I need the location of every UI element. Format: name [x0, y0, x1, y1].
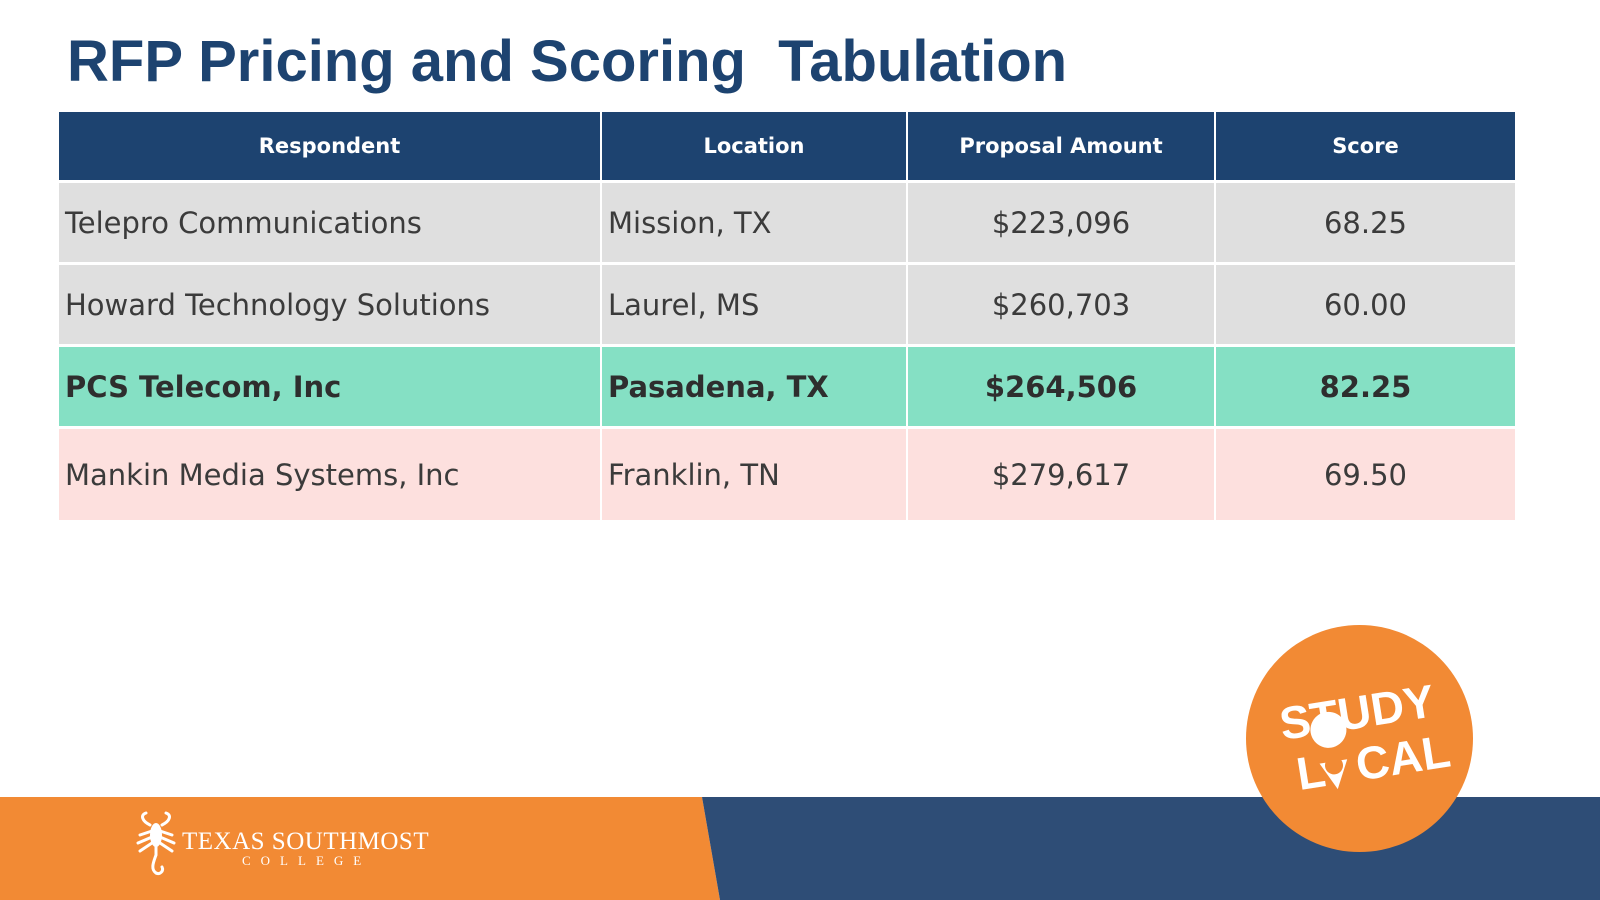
cell-respondent: Howard Technology Solutions — [59, 263, 602, 347]
page-title: RFP Pricing and Scoring Tabulation — [67, 29, 1068, 94]
table-row-highlighted: PCS Telecom, Inc Pasadena, TX $264,506 8… — [59, 345, 1515, 429]
cell-score: 82.25 — [1215, 345, 1515, 429]
cell-respondent: Telepro Communications — [59, 181, 602, 265]
table-header-row: Respondent Location Proposal Amount Scor… — [59, 112, 1515, 183]
cell-score: 68.25 — [1215, 181, 1515, 265]
header-location: Location — [601, 112, 908, 183]
footer-navy-band — [702, 797, 1600, 900]
cell-location: Laurel, MS — [601, 263, 908, 347]
location-pin-icon — [1310, 711, 1348, 790]
footer-orange-band — [0, 797, 720, 900]
cell-score: 60.00 — [1215, 263, 1515, 347]
table-row: Howard Technology Solutions Laurel, MS $… — [59, 263, 1515, 347]
cell-amount: $264,506 — [907, 345, 1216, 429]
rfp-table: Respondent Location Proposal Amount Scor… — [59, 112, 1515, 520]
header-score: Score — [1215, 112, 1515, 183]
college-logo: Texas Southmost COLLEGE — [132, 811, 432, 877]
cell-amount: $260,703 — [907, 263, 1216, 347]
study-local-badge: STUDY L CAL — [1246, 625, 1473, 852]
badge-text-l: L — [1293, 744, 1329, 800]
cell-location: Franklin, TN — [601, 427, 908, 520]
header-proposal-amount: Proposal Amount — [907, 112, 1216, 183]
logo-sub: COLLEGE — [242, 853, 372, 868]
cell-score: 69.50 — [1215, 427, 1515, 520]
cell-location: Mission, TX — [601, 181, 908, 265]
cell-amount: $279,617 — [907, 427, 1216, 520]
cell-amount: $223,096 — [907, 181, 1216, 265]
cell-respondent: Mankin Media Systems, Inc — [59, 427, 602, 520]
cell-respondent: PCS Telecom, Inc — [59, 345, 602, 429]
table-row: Telepro Communications Mission, TX $223,… — [59, 181, 1515, 265]
table-row: Mankin Media Systems, Inc Franklin, TN $… — [59, 427, 1515, 520]
header-respondent: Respondent — [59, 112, 602, 183]
cell-location: Pasadena, TX — [601, 345, 908, 429]
logo-name: Texas Southmost — [182, 828, 430, 855]
scorpion-logo-icon — [136, 811, 176, 875]
